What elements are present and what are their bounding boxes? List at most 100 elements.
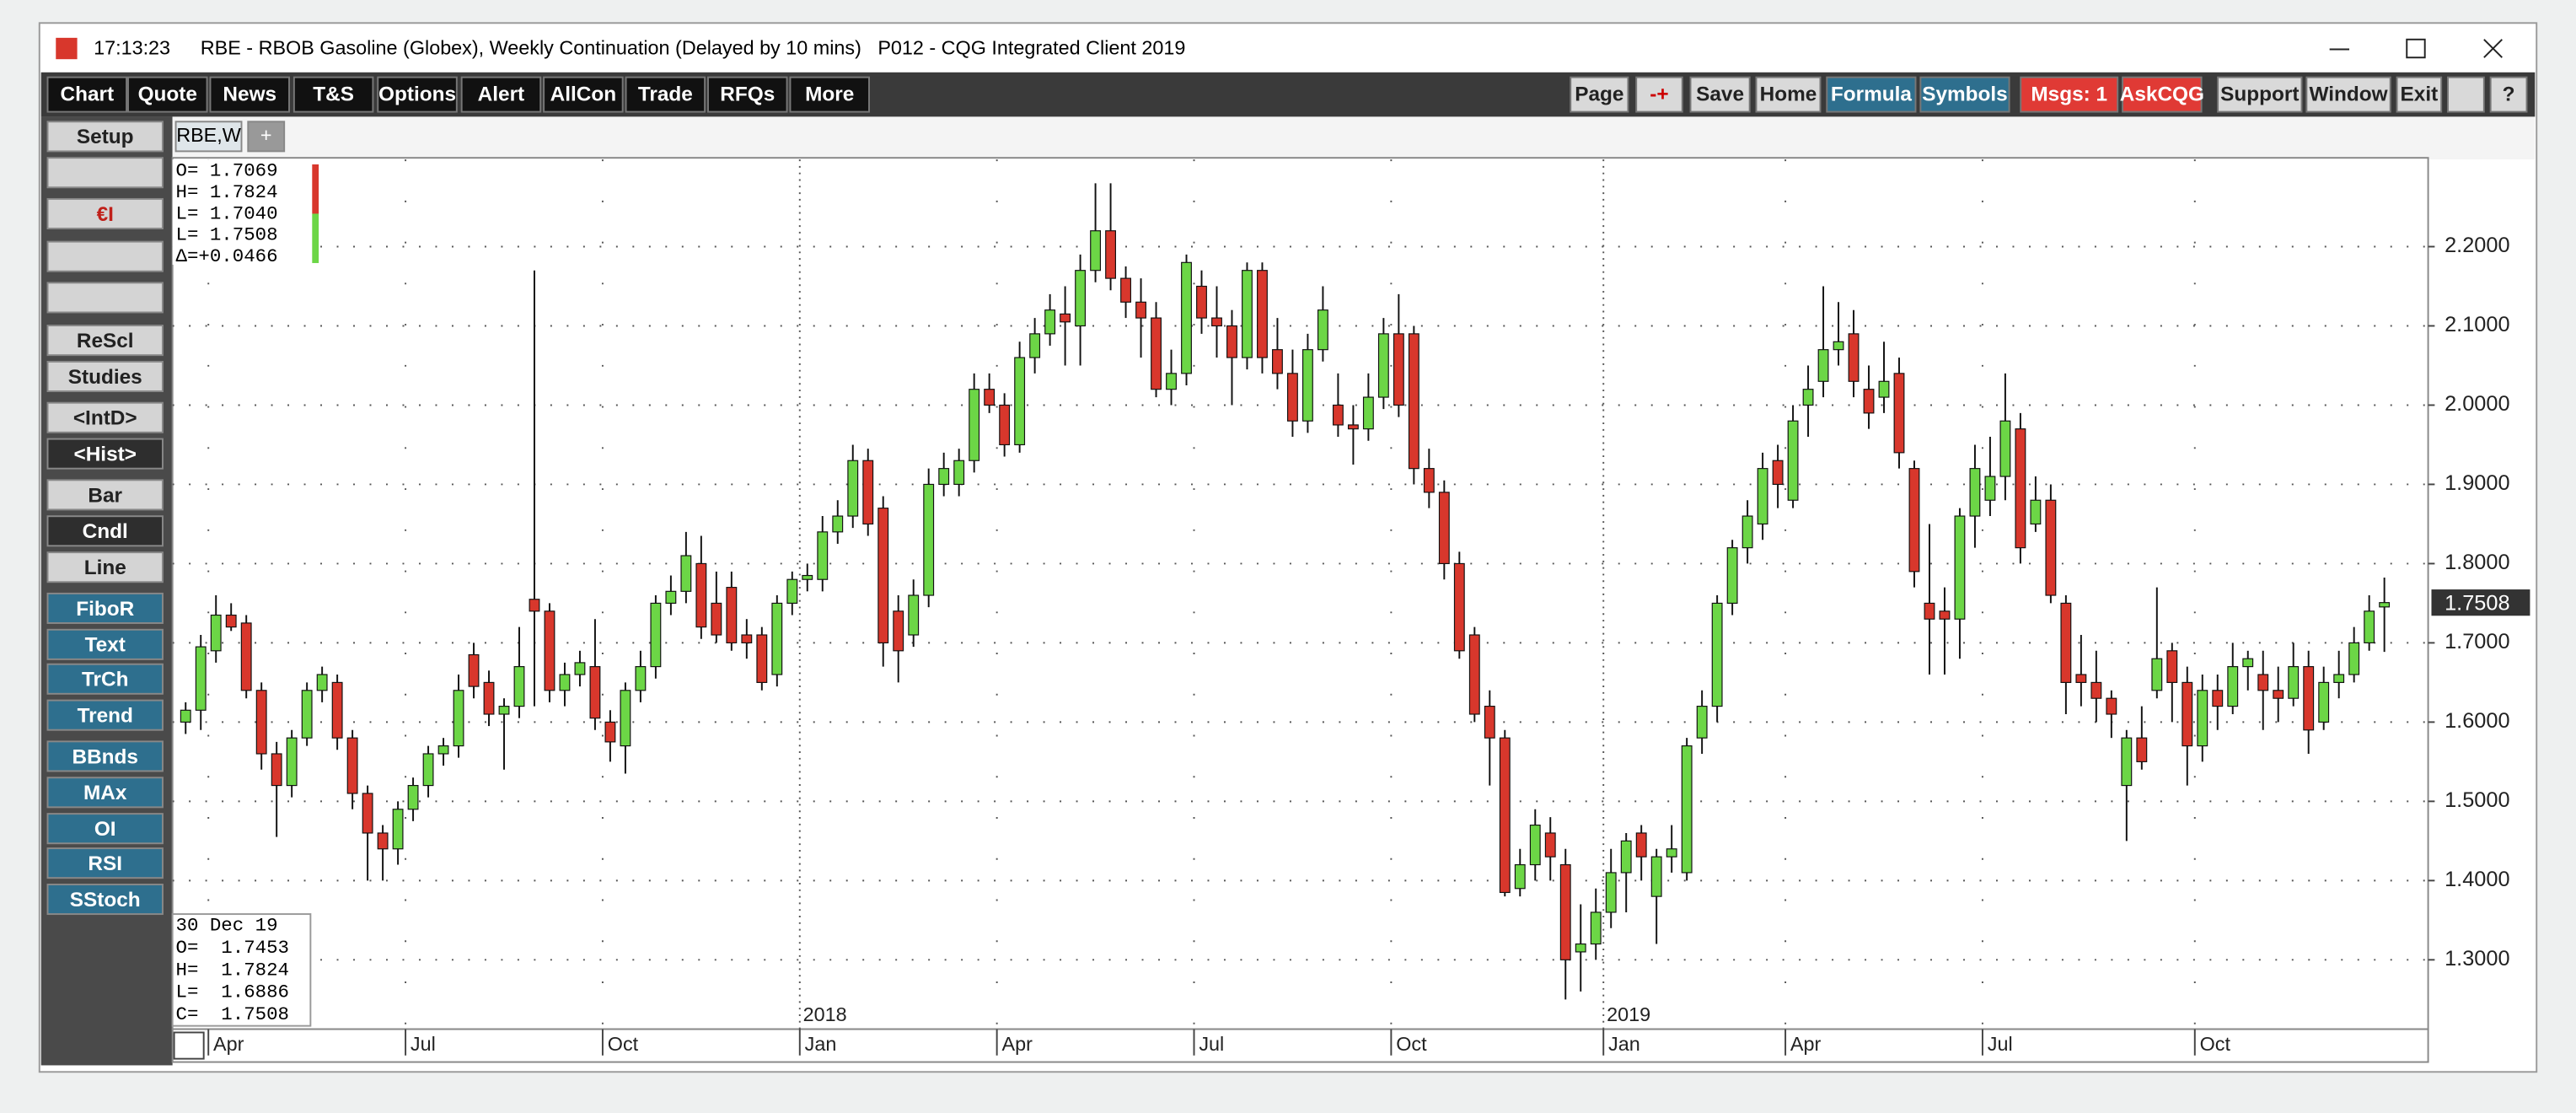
sidebar-button[interactable] bbox=[46, 401, 164, 433]
sidebar-button-label[interactable]: Studies bbox=[68, 366, 142, 389]
toolbar-button-label[interactable]: Symbols bbox=[1922, 83, 2008, 106]
sidebar-button-label[interactable]: <Hist> bbox=[74, 444, 137, 466]
sidebar-button[interactable] bbox=[46, 884, 164, 916]
toolbar-button[interactable] bbox=[1635, 76, 1683, 113]
restore-button[interactable] bbox=[2447, 76, 2485, 113]
toolbar-button-label[interactable]: News bbox=[223, 83, 276, 106]
tab[interactable] bbox=[247, 121, 286, 153]
toolbar-button[interactable] bbox=[1689, 76, 1751, 113]
sidebar-button-label[interactable]: MAx bbox=[83, 782, 127, 804]
toolbar-button[interactable] bbox=[625, 76, 706, 113]
toolbar-button-label[interactable]: Home bbox=[1760, 83, 1817, 106]
toolbar-button[interactable] bbox=[127, 76, 208, 113]
toolbar-button-label[interactable]: Quote bbox=[138, 83, 197, 106]
toolbar-button[interactable] bbox=[2489, 76, 2528, 113]
toolbar-button[interactable] bbox=[789, 76, 870, 113]
toolbar-button[interactable] bbox=[2305, 76, 2391, 113]
info-line: Δ=+0.0466 bbox=[176, 245, 278, 267]
toolbar-button[interactable] bbox=[1570, 76, 1629, 113]
toolbar-button[interactable] bbox=[543, 76, 624, 113]
icon-button[interactable] bbox=[46, 157, 164, 189]
sidebar-button-label[interactable]: Line bbox=[84, 556, 126, 579]
last-price-tag bbox=[2431, 589, 2530, 616]
sidebar-button-label[interactable]: Bar bbox=[88, 484, 122, 507]
toolbar-button-label[interactable]: RFQs bbox=[720, 83, 775, 106]
sidebar-button-label[interactable]: RSI bbox=[88, 852, 122, 875]
toolbar-button[interactable] bbox=[1919, 76, 2010, 113]
sidebar-button[interactable] bbox=[46, 479, 164, 511]
icon-button[interactable] bbox=[46, 240, 164, 272]
toolbar-button[interactable] bbox=[1826, 76, 1917, 113]
toolbar-button-label[interactable]: Save bbox=[1696, 83, 1744, 106]
candle-body bbox=[1999, 420, 2011, 477]
toolbar-button[interactable] bbox=[2396, 76, 2443, 113]
toolbar-button[interactable] bbox=[2217, 76, 2303, 113]
toolbar-button[interactable] bbox=[46, 76, 128, 113]
sidebar-button[interactable] bbox=[46, 360, 164, 393]
toolbar-button-label[interactable]: Formula bbox=[1831, 83, 1913, 106]
candle-body bbox=[726, 587, 738, 643]
sidebar-button-label[interactable]: SStoch bbox=[70, 889, 141, 911]
sidebar-button[interactable] bbox=[46, 197, 164, 229]
toolbar-button[interactable] bbox=[292, 76, 374, 113]
toolbar-button-label[interactable]: -+ bbox=[1650, 83, 1668, 106]
toolbar-button-label[interactable]: Exit bbox=[2401, 83, 2439, 106]
toolbar-button-label[interactable]: More bbox=[805, 83, 854, 106]
candle-body bbox=[1393, 333, 1404, 406]
sidebar-button[interactable] bbox=[46, 515, 164, 547]
sidebar-button[interactable] bbox=[46, 592, 164, 624]
sidebar-button[interactable] bbox=[46, 777, 164, 809]
candle-body bbox=[1635, 832, 1647, 858]
toolbar-button-label[interactable]: AskCQG bbox=[2120, 83, 2204, 106]
tab-label[interactable]: + bbox=[260, 124, 272, 146]
toolbar-button-label[interactable]: Options bbox=[378, 83, 456, 106]
sidebar-button[interactable] bbox=[46, 699, 164, 731]
toolbar-button-label[interactable]: Msgs: 1 bbox=[2031, 83, 2107, 106]
sidebar-button-label[interactable]: Trend bbox=[78, 705, 133, 728]
sidebar-button-label[interactable]: €I bbox=[97, 203, 114, 226]
toolbar-button-label[interactable]: T&S bbox=[313, 83, 354, 106]
toolbar-button[interactable] bbox=[2122, 76, 2203, 113]
sidebar-button-label[interactable]: TrCh bbox=[82, 669, 128, 691]
tab-label[interactable]: RBE,W bbox=[176, 124, 241, 146]
candle-body bbox=[2075, 674, 2087, 683]
toolbar-button-label[interactable]: Alert bbox=[478, 83, 524, 106]
tab[interactable] bbox=[174, 121, 243, 153]
toolbar-button-label[interactable]: Support bbox=[2220, 83, 2299, 106]
toolbar-button-label[interactable]: ? bbox=[2503, 83, 2515, 106]
sidebar-button-label[interactable]: Setup bbox=[77, 126, 134, 148]
sidebar-button-label[interactable]: Text bbox=[85, 634, 126, 657]
maximize[interactable] bbox=[2406, 38, 2426, 59]
sidebar-button[interactable] bbox=[46, 813, 164, 845]
sidebar-button[interactable] bbox=[46, 847, 164, 879]
sidebar-button[interactable] bbox=[46, 438, 164, 470]
toolbar-button-label[interactable]: Window bbox=[2310, 83, 2388, 106]
toolbar-button[interactable] bbox=[460, 76, 542, 113]
sidebar-button[interactable] bbox=[46, 325, 164, 357]
toolbar-button[interactable] bbox=[707, 76, 788, 113]
sidebar-button[interactable] bbox=[46, 628, 164, 660]
sidebar-button[interactable] bbox=[46, 121, 164, 153]
toolbar-button[interactable] bbox=[377, 76, 458, 113]
toolbar-button-label[interactable]: Page bbox=[1575, 83, 1623, 106]
sidebar-button-label[interactable]: OI bbox=[94, 818, 116, 841]
sidebar-button[interactable] bbox=[46, 740, 164, 772]
sidebar-button-label[interactable]: <IntD> bbox=[73, 407, 137, 430]
candle-body bbox=[1787, 420, 1799, 501]
sidebar-button-label[interactable]: Cndl bbox=[83, 520, 128, 543]
toolbar-button-label[interactable]: Chart bbox=[60, 83, 114, 106]
sidebar-button-label[interactable]: ReScl bbox=[77, 330, 134, 352]
toolbar-button[interactable] bbox=[2020, 76, 2119, 113]
toolbar-button[interactable] bbox=[209, 76, 290, 113]
sidebar-button[interactable] bbox=[46, 551, 164, 583]
toolbar-button[interactable] bbox=[1755, 76, 1822, 113]
sidebar-button-label[interactable]: BBnds bbox=[72, 745, 137, 768]
sidebar-button-label[interactable]: FiboR bbox=[76, 598, 134, 621]
icon-button[interactable] bbox=[46, 282, 164, 314]
toolbar-button-label[interactable]: Trade bbox=[638, 83, 693, 106]
sidebar-button[interactable] bbox=[46, 663, 164, 695]
toolbar-button-label[interactable]: AllCon bbox=[550, 83, 616, 106]
info-line: O= 1.7069 bbox=[176, 160, 278, 182]
info-box bbox=[172, 159, 321, 265]
close[interactable] bbox=[2483, 39, 2503, 58]
